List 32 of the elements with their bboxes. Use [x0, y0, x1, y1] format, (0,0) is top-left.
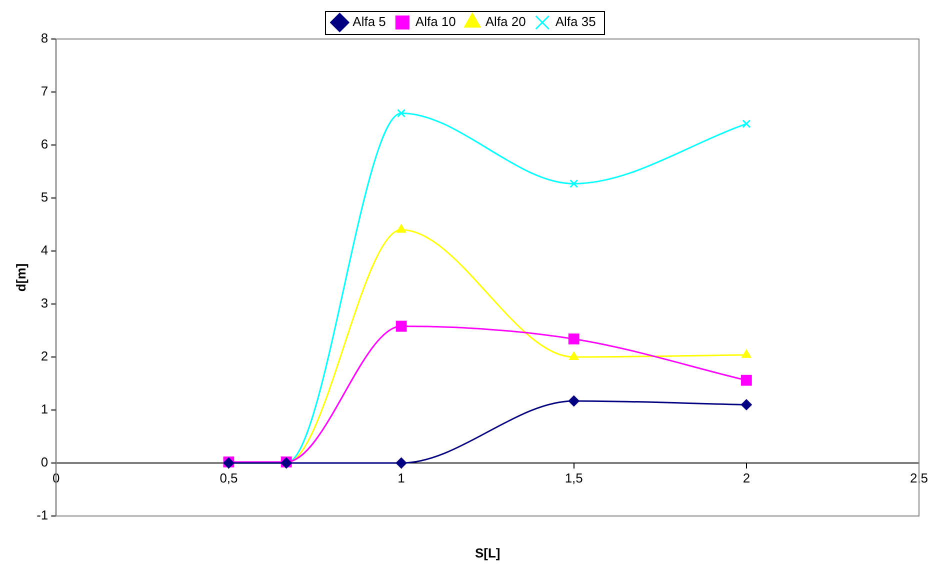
y-axis-title: d[m] [13, 263, 28, 292]
x-tick-label: 1 [398, 470, 405, 486]
point [396, 224, 406, 233]
point [568, 395, 580, 406]
x-axis-title: S[L] [474, 546, 500, 561]
y-tick-label: 2 [40, 348, 48, 364]
y-tick-label: 7 [40, 84, 48, 99]
legend-label: Alfa 35 [555, 14, 596, 30]
y-tick-label: 8 [40, 30, 48, 46]
y-tick-label: -1 [36, 508, 48, 523]
x-tick-label: 2 [742, 470, 750, 486]
point [742, 120, 751, 128]
y-tick-label: 6 [40, 136, 48, 152]
point [740, 399, 752, 410]
point [396, 458, 407, 468]
point [397, 108, 406, 118]
y-tick-label: 3 [40, 296, 48, 311]
legend-label: Alfa 5 [352, 14, 386, 30]
legend-label: Alfa 10 [415, 14, 456, 30]
y-tick-label: 1 [40, 402, 48, 417]
x-tick-label: 0,5 [220, 470, 238, 486]
point [740, 374, 752, 386]
point [569, 352, 579, 360]
y-tick-label: 5 [40, 190, 48, 205]
point [742, 349, 752, 358]
y-tick-label: 4 [40, 242, 48, 258]
point [396, 320, 407, 332]
point [568, 334, 580, 344]
point [570, 179, 578, 188]
x-tick-label: 1,5 [564, 470, 583, 486]
legend-label: Alfa 20 [485, 14, 526, 30]
y-tick-label: 0 [40, 454, 48, 470]
